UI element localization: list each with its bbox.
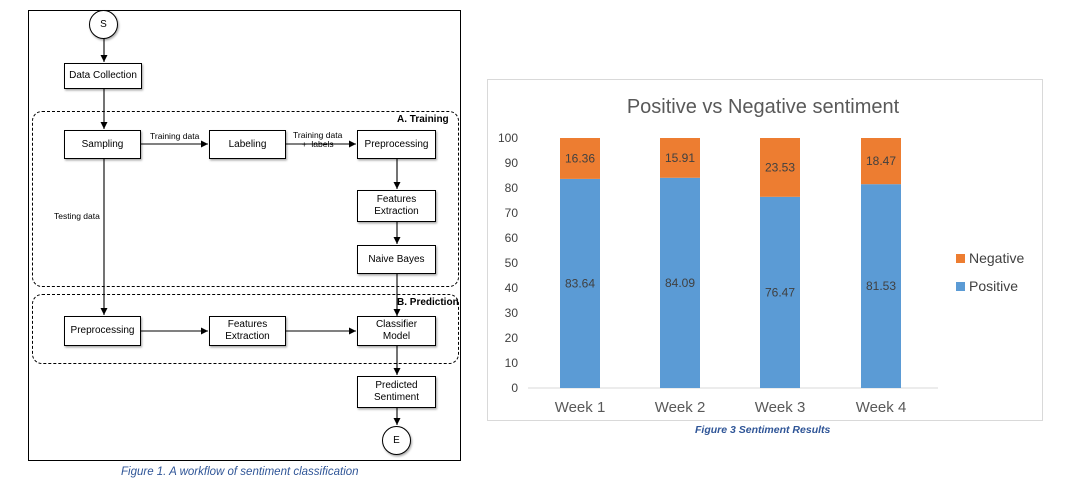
y-tick-label: 30	[505, 306, 519, 320]
end-node: E	[382, 426, 411, 455]
labeling-box: Labeling	[209, 130, 286, 159]
bar-negative	[660, 138, 700, 178]
y-tick-label: 100	[498, 131, 518, 145]
preprocessing-train-box: Preprocessing	[357, 130, 436, 159]
y-tick-label: 70	[505, 206, 519, 220]
edge-label-training-data: Training data	[150, 131, 200, 141]
figure-3-caption: Figure 3 Sentiment Results	[695, 424, 831, 436]
data-label-positive: 76.47	[765, 285, 795, 299]
bar-positive	[760, 196, 800, 388]
features-extraction-train-box: Features Extraction	[357, 190, 436, 222]
features-extraction-pred-box: Features Extraction	[209, 316, 286, 346]
y-tick-label: 20	[505, 331, 519, 345]
data-collection-box: Data Collection	[64, 63, 142, 89]
y-tick-label: 40	[505, 281, 519, 295]
legend-swatch-positive	[956, 282, 965, 291]
bar-positive	[861, 184, 901, 388]
x-tick-label: Week 4	[856, 399, 907, 416]
y-tick-label: 90	[505, 156, 519, 170]
legend-swatch-negative	[956, 254, 965, 263]
y-tick-label: 0	[511, 381, 518, 395]
data-label-negative: 18.47	[866, 154, 896, 168]
edge-label-training-data-labels: Training data + labels	[293, 130, 343, 149]
bar-positive	[560, 178, 600, 388]
legend-label-positive: Positive	[969, 278, 1018, 294]
data-label-negative: 23.53	[765, 160, 795, 174]
data-label-positive: 83.64	[565, 276, 595, 290]
sampling-box: Sampling	[64, 130, 141, 159]
y-tick-label: 10	[505, 356, 519, 370]
naive-bayes-box: Naive Bayes	[357, 245, 436, 274]
edge-label-testing-data: Testing data	[54, 211, 100, 221]
prediction-section	[32, 294, 459, 364]
x-tick-label: Week 2	[655, 399, 706, 416]
x-tick-label: Week 3	[755, 399, 806, 416]
chart-frame: Positive vs Negative sentiment 0 10 20 30 40 5…	[487, 79, 1043, 421]
data-label-negative: 15.91	[665, 151, 695, 165]
figure-1-caption: Figure 1. A workflow of sentiment classi…	[121, 466, 359, 478]
bar-negative	[760, 138, 800, 197]
y-tick-label: 50	[505, 256, 519, 270]
sentiment-chart: Positive vs Negative sentiment 0 10 20 30 40 5…	[498, 96, 1025, 416]
workflow-frame	[28, 10, 461, 461]
training-section	[32, 111, 459, 287]
data-label-negative: 16.36	[565, 151, 595, 165]
prediction-section-title: B. Prediction	[397, 297, 459, 308]
training-section-title: A. Training	[397, 114, 449, 125]
data-label-positive: 81.53	[866, 279, 896, 293]
y-tick-label: 80	[505, 181, 519, 195]
chart-title: Positive vs Negative sentiment	[627, 96, 900, 118]
x-tick-label: Week 1	[555, 399, 606, 416]
predicted-sentiment-box: Predicted Sentiment	[357, 376, 436, 408]
classifier-model-box: Classifier Model	[357, 316, 436, 346]
start-node: S	[89, 10, 118, 39]
legend-label-negative: Negative	[969, 250, 1024, 266]
y-tick-label: 60	[505, 231, 519, 245]
bar-negative	[560, 138, 600, 179]
bar-negative	[861, 138, 901, 185]
preprocessing-pred-box: Preprocessing	[64, 316, 141, 346]
data-label-positive: 84.09	[665, 276, 695, 290]
bar-positive	[660, 177, 700, 388]
